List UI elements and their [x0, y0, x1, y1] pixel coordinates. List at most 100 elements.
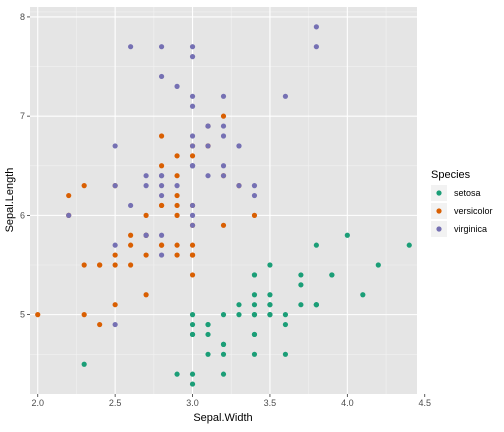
- point-virginica: [189, 163, 196, 169]
- point-setosa: [174, 371, 180, 377]
- point-virginica: [128, 44, 134, 50]
- point-virginica: [205, 143, 211, 149]
- point-setosa: [344, 232, 350, 238]
- point-versicolor: [174, 202, 180, 209]
- legend-key-versicolor: [436, 208, 442, 214]
- point-setosa: [267, 312, 273, 318]
- point-virginica: [158, 183, 165, 189]
- x-tick-label: 2.0: [31, 398, 44, 408]
- point-virginica: [205, 173, 211, 179]
- x-tick-label: 2.5: [109, 398, 122, 408]
- point-setosa: [251, 272, 258, 278]
- point-versicolor: [174, 242, 180, 248]
- point-setosa: [375, 262, 381, 268]
- point-virginica: [158, 44, 165, 50]
- point-virginica: [189, 54, 196, 60]
- x-axis-title: Sepal.Width: [193, 412, 252, 424]
- axis-ticks: 2.0 2.5 3.0 3.5 4.0 4.5 5 6 7 8: [20, 12, 431, 408]
- point-versicolor: [128, 232, 134, 238]
- point-virginica: [189, 222, 196, 228]
- point-versicolor: [174, 252, 180, 258]
- point-setosa: [267, 292, 273, 298]
- point-versicolor: [112, 262, 118, 268]
- point-versicolor: [220, 222, 227, 228]
- legend-label-virginica: virginica: [454, 224, 487, 234]
- point-virginica: [189, 143, 196, 149]
- point-virginica: [189, 93, 196, 99]
- point-setosa: [220, 371, 227, 377]
- legend-key-virginica: [436, 226, 442, 232]
- point-virginica: [313, 24, 319, 30]
- point-virginica: [313, 44, 319, 50]
- point-versicolor: [189, 272, 196, 278]
- point-versicolor: [220, 113, 227, 119]
- point-setosa: [251, 351, 258, 357]
- point-setosa: [329, 272, 335, 278]
- point-setosa: [189, 371, 196, 377]
- point-versicolor: [251, 212, 258, 218]
- point-setosa: [189, 381, 196, 387]
- point-virginica: [220, 163, 227, 169]
- point-versicolor: [97, 321, 103, 328]
- point-virginica: [143, 232, 149, 238]
- point-setosa: [205, 331, 211, 338]
- point-setosa: [360, 292, 366, 298]
- point-versicolor: [112, 252, 118, 258]
- point-setosa: [189, 312, 196, 318]
- point-versicolor: [81, 183, 87, 189]
- point-virginica: [158, 192, 165, 199]
- point-versicolor: [143, 212, 149, 218]
- point-setosa: [205, 351, 211, 357]
- point-versicolor: [143, 292, 149, 298]
- point-setosa: [220, 341, 227, 347]
- point-setosa: [298, 282, 304, 288]
- point-setosa: [189, 331, 196, 338]
- point-virginica: [112, 242, 118, 248]
- point-versicolor: [189, 153, 196, 159]
- point-versicolor: [81, 312, 87, 318]
- point-virginica: [112, 183, 118, 189]
- point-virginica: [220, 123, 227, 129]
- point-setosa: [251, 292, 258, 298]
- x-tick-label: 4.5: [418, 398, 431, 408]
- y-tick-label: 7: [20, 111, 25, 121]
- point-versicolor: [35, 312, 41, 318]
- legend-label-setosa: setosa: [454, 188, 481, 198]
- legend-label-versicolor: versicolor: [454, 206, 493, 216]
- point-virginica: [143, 173, 149, 179]
- point-setosa: [267, 302, 273, 308]
- point-setosa: [220, 351, 227, 357]
- x-tick-label: 3.0: [186, 398, 199, 408]
- point-virginica: [189, 212, 196, 218]
- point-setosa: [267, 262, 273, 268]
- point-versicolor: [174, 212, 180, 218]
- point-setosa: [189, 321, 196, 328]
- y-tick-label: 8: [20, 12, 25, 22]
- point-setosa: [282, 351, 289, 357]
- point-versicolor: [174, 173, 180, 179]
- point-virginica: [251, 183, 258, 189]
- point-versicolor: [174, 192, 180, 199]
- x-tick-label: 3.5: [264, 398, 277, 408]
- point-virginica: [158, 232, 165, 238]
- point-setosa: [236, 312, 242, 318]
- y-tick-label: 5: [20, 310, 25, 320]
- point-virginica: [158, 252, 165, 258]
- point-setosa: [81, 361, 87, 367]
- point-virginica: [174, 183, 180, 189]
- point-virginica: [112, 321, 118, 328]
- point-setosa: [282, 321, 289, 328]
- point-versicolor: [158, 133, 165, 139]
- legend-key-setosa: [436, 190, 442, 196]
- point-setosa: [220, 312, 227, 318]
- point-virginica: [112, 143, 118, 149]
- point-setosa: [205, 321, 211, 328]
- point-setosa: [251, 331, 258, 338]
- point-virginica: [143, 183, 149, 189]
- point-setosa: [313, 242, 319, 248]
- point-virginica: [189, 133, 196, 139]
- y-axis-title: Sepal.Length: [4, 168, 16, 233]
- point-versicolor: [158, 202, 165, 209]
- legend-title: Species: [431, 169, 471, 181]
